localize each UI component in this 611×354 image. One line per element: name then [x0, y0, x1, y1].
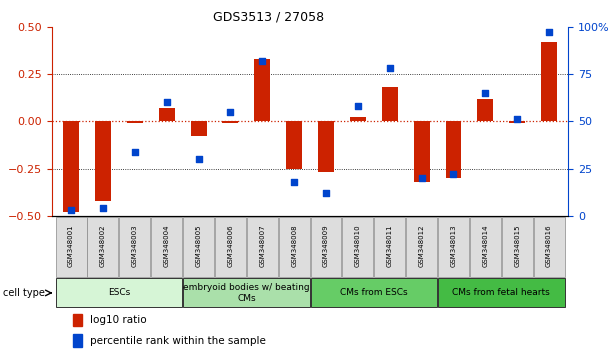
- FancyBboxPatch shape: [470, 217, 501, 277]
- Point: [225, 109, 235, 115]
- Text: GSM348003: GSM348003: [132, 224, 138, 267]
- Text: GSM348007: GSM348007: [259, 224, 265, 267]
- Bar: [159, 108, 175, 121]
- Bar: [63, 121, 79, 212]
- FancyBboxPatch shape: [533, 217, 565, 277]
- Text: GSM348013: GSM348013: [450, 224, 456, 267]
- FancyBboxPatch shape: [342, 217, 373, 277]
- Bar: [541, 42, 557, 121]
- Point: [544, 29, 554, 35]
- Text: GSM348006: GSM348006: [227, 224, 233, 267]
- Point: [448, 171, 458, 177]
- Point: [417, 175, 426, 181]
- FancyBboxPatch shape: [438, 279, 565, 307]
- Bar: [191, 121, 207, 136]
- Text: GSM348012: GSM348012: [419, 224, 425, 267]
- FancyBboxPatch shape: [183, 279, 310, 307]
- Text: GSM348001: GSM348001: [68, 224, 74, 267]
- Bar: [414, 121, 430, 182]
- Text: ESCs: ESCs: [108, 289, 130, 297]
- Text: GSM348010: GSM348010: [355, 224, 361, 267]
- Point: [66, 207, 76, 213]
- FancyBboxPatch shape: [375, 217, 405, 277]
- FancyBboxPatch shape: [56, 217, 87, 277]
- Bar: [95, 121, 111, 201]
- Text: percentile rank within the sample: percentile rank within the sample: [90, 336, 266, 346]
- Point: [194, 156, 203, 162]
- FancyBboxPatch shape: [56, 279, 182, 307]
- Text: GSM348009: GSM348009: [323, 224, 329, 267]
- Text: CMs from fetal hearts: CMs from fetal hearts: [452, 289, 550, 297]
- FancyBboxPatch shape: [119, 217, 150, 277]
- Text: GSM348005: GSM348005: [196, 224, 202, 267]
- Text: GSM348015: GSM348015: [514, 224, 520, 267]
- FancyBboxPatch shape: [151, 217, 182, 277]
- Text: GSM348014: GSM348014: [482, 224, 488, 267]
- Text: GSM348011: GSM348011: [387, 224, 393, 267]
- Point: [321, 190, 331, 196]
- Text: log10 ratio: log10 ratio: [90, 315, 146, 325]
- Bar: [254, 59, 270, 121]
- FancyBboxPatch shape: [87, 217, 119, 277]
- FancyBboxPatch shape: [310, 217, 342, 277]
- FancyBboxPatch shape: [247, 217, 278, 277]
- Bar: [477, 98, 493, 121]
- FancyBboxPatch shape: [406, 217, 437, 277]
- Bar: [350, 118, 366, 121]
- Bar: [73, 314, 82, 326]
- Bar: [286, 121, 302, 169]
- FancyBboxPatch shape: [438, 217, 469, 277]
- Point: [98, 206, 108, 211]
- FancyBboxPatch shape: [310, 279, 437, 307]
- Text: embryoid bodies w/ beating
CMs: embryoid bodies w/ beating CMs: [183, 283, 310, 303]
- Point: [480, 90, 490, 96]
- Point: [162, 99, 172, 105]
- Text: GSM348004: GSM348004: [164, 224, 170, 267]
- Point: [385, 65, 395, 71]
- FancyBboxPatch shape: [215, 217, 246, 277]
- Text: GSM348002: GSM348002: [100, 224, 106, 267]
- Text: CMs from ESCs: CMs from ESCs: [340, 289, 408, 297]
- Bar: [318, 121, 334, 172]
- Text: GSM348008: GSM348008: [291, 224, 297, 267]
- Point: [513, 116, 522, 122]
- Text: GSM348016: GSM348016: [546, 224, 552, 267]
- Point: [353, 103, 363, 109]
- Bar: [445, 121, 461, 178]
- FancyBboxPatch shape: [279, 217, 310, 277]
- Point: [257, 58, 267, 63]
- FancyBboxPatch shape: [502, 217, 533, 277]
- Text: cell type: cell type: [3, 288, 48, 298]
- Title: GDS3513 / 27058: GDS3513 / 27058: [213, 11, 324, 24]
- Bar: [222, 121, 238, 123]
- Point: [289, 179, 299, 185]
- FancyBboxPatch shape: [183, 217, 214, 277]
- Bar: [73, 334, 82, 347]
- Bar: [382, 87, 398, 121]
- Point: [130, 149, 140, 154]
- Bar: [127, 121, 143, 123]
- Bar: [510, 121, 525, 123]
